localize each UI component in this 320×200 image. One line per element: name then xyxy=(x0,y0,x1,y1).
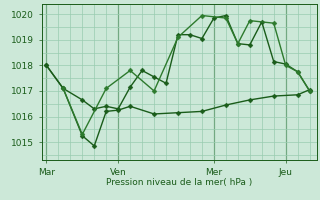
X-axis label: Pression niveau de la mer( hPa ): Pression niveau de la mer( hPa ) xyxy=(106,178,252,187)
